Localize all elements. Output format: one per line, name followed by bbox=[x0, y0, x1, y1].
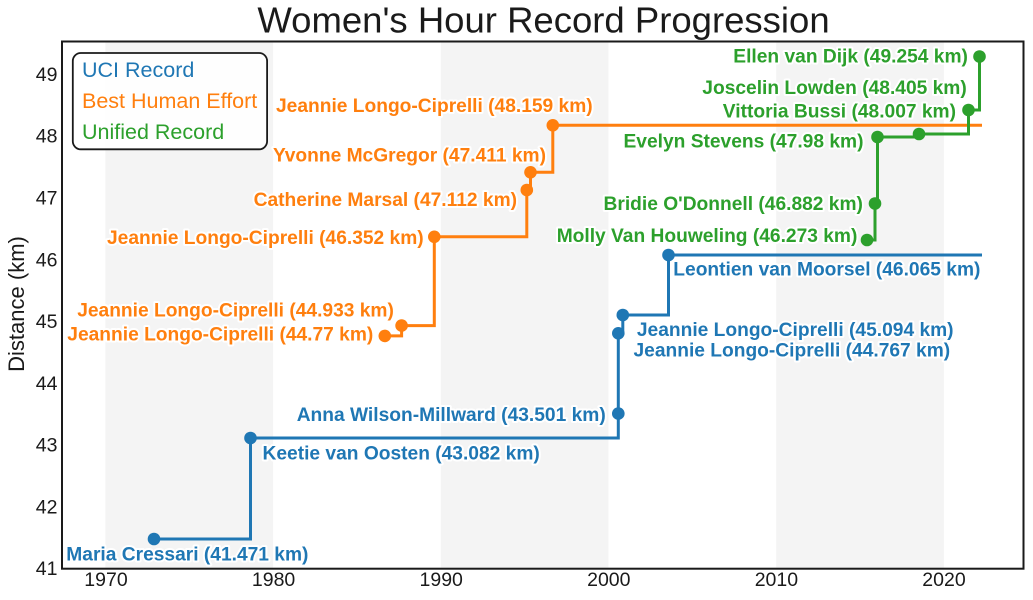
svg-text:2010: 2010 bbox=[755, 569, 799, 591]
svg-text:49: 49 bbox=[36, 64, 58, 86]
svg-text:47: 47 bbox=[36, 188, 58, 210]
svg-text:Jeannie Longo-Ciprelli (44.767: Jeannie Longo-Ciprelli (44.767 km) bbox=[634, 340, 951, 361]
svg-text:42: 42 bbox=[36, 496, 58, 518]
svg-text:Unified Record: Unified Record bbox=[82, 120, 224, 144]
svg-text:Catherine Marsal (47.112 km): Catherine Marsal (47.112 km) bbox=[254, 190, 517, 211]
svg-text:44: 44 bbox=[36, 373, 58, 395]
svg-text:Jeannie Longo-Ciprelli (48.159: Jeannie Longo-Ciprelli (48.159 km) bbox=[276, 96, 593, 117]
svg-text:41: 41 bbox=[36, 558, 58, 580]
svg-text:Yvonne McGregor (47.411 km): Yvonne McGregor (47.411 km) bbox=[273, 146, 546, 167]
svg-text:Jeannie Longo-Ciprelli (45.094: Jeannie Longo-Ciprelli (45.094 km) bbox=[637, 320, 954, 341]
svg-text:Ellen van Dijk (49.254 km): Ellen van Dijk (49.254 km) bbox=[733, 47, 968, 68]
svg-text:Jeannie Longo-Ciprelli (44.933: Jeannie Longo-Ciprelli (44.933 km) bbox=[77, 301, 394, 322]
svg-text:Leontien van Moorsel (46.065 k: Leontien van Moorsel (46.065 km) bbox=[673, 259, 980, 280]
svg-text:Anna Wilson-Millward (43.501 k: Anna Wilson-Millward (43.501 km) bbox=[297, 405, 606, 426]
svg-text:UCI Record: UCI Record bbox=[82, 58, 194, 82]
svg-text:1990: 1990 bbox=[420, 569, 464, 591]
svg-text:2000: 2000 bbox=[587, 569, 631, 591]
svg-text:Distance (km): Distance (km) bbox=[4, 236, 29, 372]
svg-text:43: 43 bbox=[36, 435, 58, 457]
svg-text:Evelyn Stevens (47.98 km): Evelyn Stevens (47.98 km) bbox=[624, 132, 864, 153]
svg-text:Jeannie Longo-Ciprelli (44.77: Jeannie Longo-Ciprelli (44.77 km) bbox=[67, 325, 373, 346]
svg-text:Molly Van Houweling (46.273 km: Molly Van Houweling (46.273 km) bbox=[557, 226, 858, 247]
svg-text:Joscelin Lowden (48.405 km): Joscelin Lowden (48.405 km) bbox=[702, 78, 966, 99]
svg-text:Jeannie Longo-Ciprelli (46.352: Jeannie Longo-Ciprelli (46.352 km) bbox=[107, 228, 424, 249]
svg-text:2020: 2020 bbox=[922, 569, 966, 591]
svg-text:Bridie O'Donnell (46.882 km): Bridie O'Donnell (46.882 km) bbox=[604, 194, 863, 215]
svg-text:48: 48 bbox=[36, 126, 58, 148]
svg-text:1980: 1980 bbox=[252, 569, 296, 591]
svg-text:46: 46 bbox=[36, 249, 58, 271]
svg-text:Vittoria Bussi (48.007 km): Vittoria Bussi (48.007 km) bbox=[723, 102, 956, 123]
svg-text:1970: 1970 bbox=[84, 569, 128, 591]
svg-text:45: 45 bbox=[36, 311, 58, 333]
svg-text:Keetie van Oosten (43.082 km): Keetie van Oosten (43.082 km) bbox=[263, 444, 540, 465]
svg-text:Women's Hour Record Progressio: Women's Hour Record Progression bbox=[257, 0, 829, 41]
svg-text:Best Human Effort: Best Human Effort bbox=[82, 89, 257, 113]
svg-text:Maria Cressari (41.471 km): Maria Cressari (41.471 km) bbox=[66, 545, 308, 566]
